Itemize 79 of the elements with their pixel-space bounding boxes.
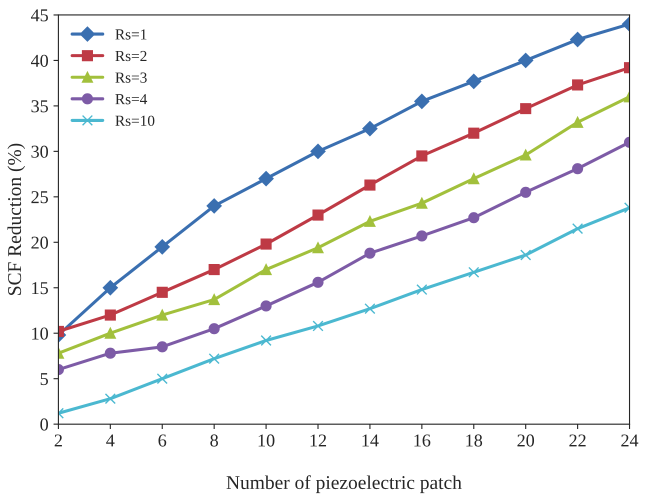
x-tick-label: 12	[310, 434, 326, 446]
point	[104, 393, 116, 404]
y-tick-label: 40	[30, 54, 48, 67]
point	[312, 276, 324, 288]
point	[520, 103, 532, 114]
point	[518, 52, 534, 68]
point	[362, 121, 378, 136]
point	[520, 249, 532, 261]
point	[312, 209, 324, 221]
point	[206, 198, 222, 214]
point	[104, 348, 116, 359]
point	[468, 128, 480, 139]
point	[520, 186, 532, 198]
point	[520, 149, 532, 161]
point	[312, 320, 324, 332]
point	[466, 74, 482, 89]
y-tick-label: 15	[32, 282, 48, 294]
point	[364, 303, 376, 314]
point	[260, 334, 272, 346]
point	[364, 179, 376, 191]
point	[572, 79, 584, 91]
y-tick-label: 10	[32, 327, 48, 340]
point	[156, 286, 168, 298]
point	[260, 238, 272, 250]
point	[570, 32, 586, 48]
x-tick-label: 16	[414, 434, 430, 447]
legend-label: Rs=10	[115, 116, 154, 126]
point	[156, 309, 168, 321]
point	[468, 212, 480, 224]
y-tick-label: 5	[40, 373, 48, 386]
x-tick-label: 6	[158, 434, 166, 447]
point	[208, 264, 220, 276]
point	[416, 230, 428, 242]
point	[364, 248, 376, 259]
x-tick-label: 4	[106, 434, 115, 446]
y-tick-label: 45	[30, 9, 48, 22]
point	[364, 216, 376, 227]
x-tick-label: 8	[210, 434, 218, 447]
point	[208, 323, 220, 334]
point	[156, 373, 168, 384]
point	[468, 173, 480, 184]
point	[156, 341, 168, 352]
x-tick-label: 14	[362, 434, 379, 446]
legend-label: Rs=1	[115, 29, 146, 40]
point	[104, 328, 116, 339]
legend-label: Rs=4	[115, 94, 148, 104]
point	[260, 264, 272, 276]
legend-label: Rs=2	[115, 50, 146, 62]
legend-label: Rs=3	[115, 72, 147, 83]
y-axis-title: SCF Reduction (%)	[7, 144, 26, 295]
point	[416, 150, 428, 162]
point	[572, 116, 584, 128]
point	[572, 223, 584, 234]
point	[310, 144, 326, 159]
point	[208, 294, 220, 306]
x-tick-label: 22	[569, 434, 586, 446]
point	[260, 300, 272, 312]
point	[414, 94, 430, 109]
point	[416, 284, 428, 296]
point	[154, 239, 170, 254]
point	[102, 280, 118, 296]
point	[104, 309, 116, 321]
y-tick-label: 30	[31, 146, 48, 158]
point	[572, 163, 584, 174]
y-tick-label: 35	[31, 100, 48, 112]
x-tick-label: 2	[54, 434, 62, 446]
x-tick-label: 20	[517, 434, 534, 447]
point	[208, 353, 220, 364]
point	[258, 171, 274, 186]
point	[468, 266, 480, 278]
point	[312, 242, 324, 254]
x-tick-label: 24	[621, 434, 638, 446]
x-tick-label: 18	[466, 434, 482, 447]
x-axis-title: Number of piezoelectric patch	[226, 475, 462, 494]
y-tick-label: 20	[31, 236, 48, 249]
point	[416, 198, 428, 209]
x-tick-label: 10	[258, 434, 274, 447]
y-tick-label: 0	[40, 418, 48, 431]
y-tick-label: 25	[31, 191, 48, 204]
